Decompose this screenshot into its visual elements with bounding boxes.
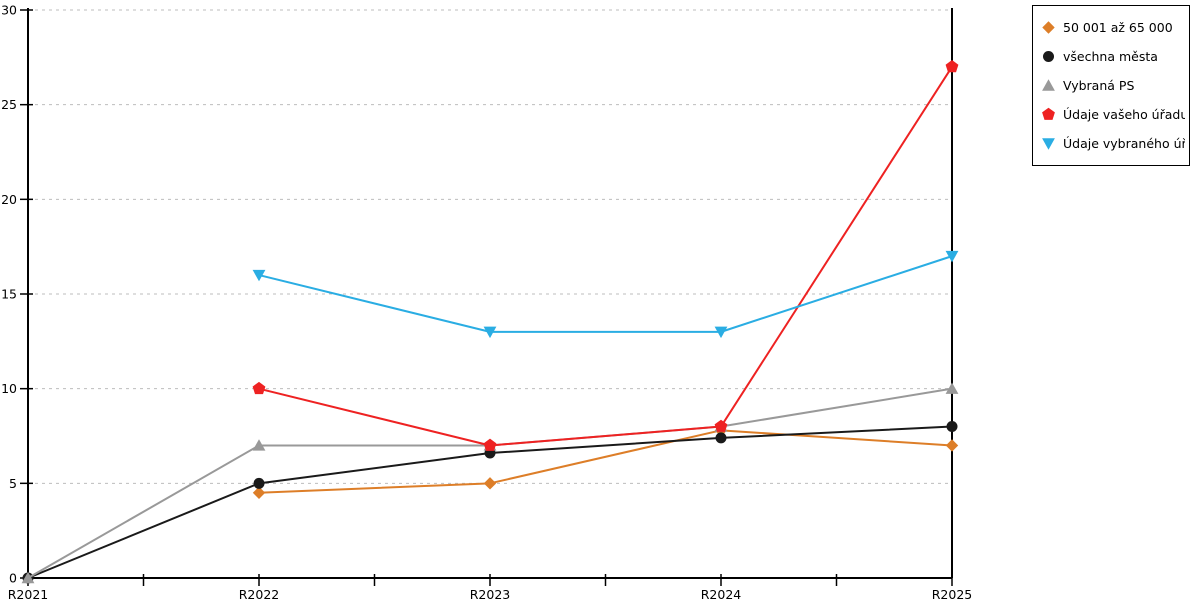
legend-item: Údaje vašeho úřadu (1041, 100, 1185, 129)
legend-item-label: všechna města (1063, 49, 1158, 64)
triangle-up-glyph (1042, 79, 1055, 91)
diamond-glyph (1042, 21, 1055, 34)
legend-item-label: 50 001 až 65 000 (1063, 20, 1173, 35)
marker-triangle-down-icon (945, 250, 959, 263)
marker-triangle-down-icon (714, 326, 728, 339)
pentagon-glyph (1042, 107, 1055, 120)
legend-pentagon-icon (1042, 107, 1055, 120)
marker-diamond-icon (945, 439, 959, 452)
x-tick-label: R2024 (701, 587, 742, 600)
legend-triangle-down-icon (1042, 138, 1055, 150)
x-tick-label: R2023 (470, 587, 511, 600)
marker-circle-icon (946, 421, 958, 433)
marker-triangle-down-icon (252, 269, 266, 282)
legend: 50 001 až 65 000 všechna města Vybraná PS Ú… (1032, 5, 1190, 166)
y-tick-label: 20 (1, 192, 17, 207)
marker-circle-icon (253, 477, 265, 489)
y-tick-label: 30 (1, 3, 17, 18)
series-line-0 (258, 429, 953, 494)
marker-triangle-up-icon (252, 439, 266, 451)
legend-item: 50 001 až 65 000 (1041, 13, 1185, 42)
legend-triangle-up-icon (1042, 79, 1055, 91)
marker-triangle-up-icon (945, 382, 959, 394)
x-tick-label: R2022 (239, 587, 280, 600)
y-tick-label: 15 (1, 287, 17, 302)
legend-circle-icon (1043, 51, 1054, 62)
legend-diamond-icon (1042, 21, 1055, 34)
y-tick-label: 0 (9, 571, 17, 586)
y-tick-label: 25 (1, 97, 17, 112)
marker-pentagon-icon (252, 381, 266, 395)
legend-item-label: Údaje vybraného úřadu (1063, 136, 1185, 151)
y-tick-label: 10 (1, 381, 17, 396)
legend-item: Údaje vybraného úřadu (1041, 129, 1185, 158)
legend-item: Vybraná PS (1041, 71, 1185, 100)
marker-triangle-down-icon (483, 326, 497, 339)
x-tick-label: R2025 (932, 587, 973, 600)
marker-circle-icon (715, 432, 727, 444)
marker-pentagon-icon (714, 419, 728, 432)
legend-item-label: Vybraná PS (1063, 78, 1135, 93)
legend-item: všechna města (1041, 42, 1185, 71)
marker-diamond-icon (252, 486, 266, 499)
marker-diamond-icon (483, 477, 497, 490)
x-tick-label: R2021 (8, 587, 49, 600)
legend-item-label: Údaje vašeho úřadu (1063, 107, 1185, 122)
circle-glyph (1043, 51, 1054, 62)
series-line-3 (258, 66, 953, 447)
y-tick-label: 5 (9, 476, 17, 491)
marker-pentagon-icon (945, 60, 959, 73)
marker-triangle-up-icon (21, 571, 35, 584)
series-line-4 (258, 255, 953, 333)
triangle-down-glyph (1042, 138, 1055, 150)
marker-pentagon-icon (483, 438, 497, 451)
